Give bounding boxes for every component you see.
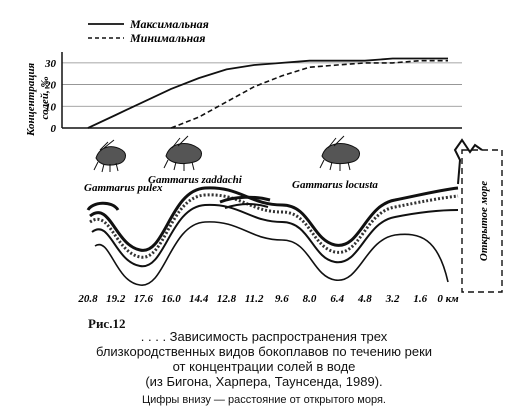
distance-tick-label: 3.2 (385, 293, 400, 305)
river-stripe-middle (91, 203, 459, 268)
distance-tick-label: 1.6 (413, 293, 427, 305)
series-min-line (170, 59, 448, 129)
y-axis-label: Концентрация солей, ‰ (25, 60, 51, 137)
caption-line-2: близкородственных видов бокоплавов по те… (95, 344, 433, 359)
salinity-distribution-figure: Максимальная Минимальная Концентрация со… (25, 17, 503, 305)
amphipod-locusta-icon (319, 135, 360, 171)
caption-line-4: (из Бигона, Харпера, Таунсенда, 1989). (145, 374, 383, 389)
caption-line-3: от концентрации солей в воде (172, 359, 356, 374)
river-bank-lower (94, 221, 449, 286)
amphipod-zaddachi-icon (163, 135, 202, 171)
graph-grid (62, 62, 462, 107)
distance-tick-label: 19.2 (106, 293, 126, 305)
figure-label: Рис.12 (88, 316, 126, 331)
y-tick-label: 20 (44, 80, 57, 92)
distance-tick-label: 20.8 (77, 293, 98, 305)
distance-tick-label: 4.8 (357, 293, 372, 305)
river-island (219, 195, 271, 204)
y-tick-label: 10 (45, 101, 57, 113)
legend-max-label: Максимальная (129, 17, 209, 31)
distance-tick-label: 17.6 (134, 293, 154, 305)
y-ticks: 30 20 10 0 (44, 58, 57, 135)
amphipod-pulex-icon (93, 139, 126, 173)
distance-tick-label: 9.6 (275, 293, 289, 305)
river-source-loop (86, 201, 120, 211)
distance-tick-label: 11.2 (245, 293, 264, 305)
legend-min-label: Минимальная (129, 31, 205, 45)
distance-tick-label: 6.4 (330, 293, 344, 305)
river-stripe-dotted (89, 193, 459, 259)
open-sea-box (461, 149, 503, 293)
distance-tick-label: 12.8 (217, 293, 237, 305)
series-max-line (87, 57, 448, 129)
y-tick-label: 0 (51, 123, 57, 135)
distance-tick-label: 0 км (437, 293, 459, 305)
salinity-graph: 30 20 10 0 (44, 52, 462, 135)
legend: Максимальная Минимальная (88, 17, 209, 45)
species-label-pulex: Gammarus pulex (84, 182, 163, 194)
river-schematic: Открытое море (86, 138, 503, 293)
figure-note: Цифры внизу — расстояние от открытого мо… (141, 394, 386, 406)
caption-line-1: . . . . Зависимость распространения трех (140, 329, 388, 344)
open-sea-label: Открытое море (478, 181, 490, 261)
species-label-locusta: Gammarus locusta (292, 179, 378, 191)
species-label-zaddachi: Gammarus zaddachi (148, 174, 243, 186)
distance-ticks: 20.8 19.2 17.6 16.0 14.4 12.8 11.2 9.6 8.0 6.4 4.8… (77, 293, 459, 305)
river-island-lower (224, 203, 269, 209)
distance-tick-label: 14.4 (189, 293, 209, 305)
river-bank-upper (89, 186, 459, 252)
distance-tick-label: 16.0 (161, 293, 181, 305)
distance-tick-label: 8.0 (303, 293, 317, 305)
y-tick-label: 30 (44, 58, 57, 70)
coastline (453, 138, 483, 185)
